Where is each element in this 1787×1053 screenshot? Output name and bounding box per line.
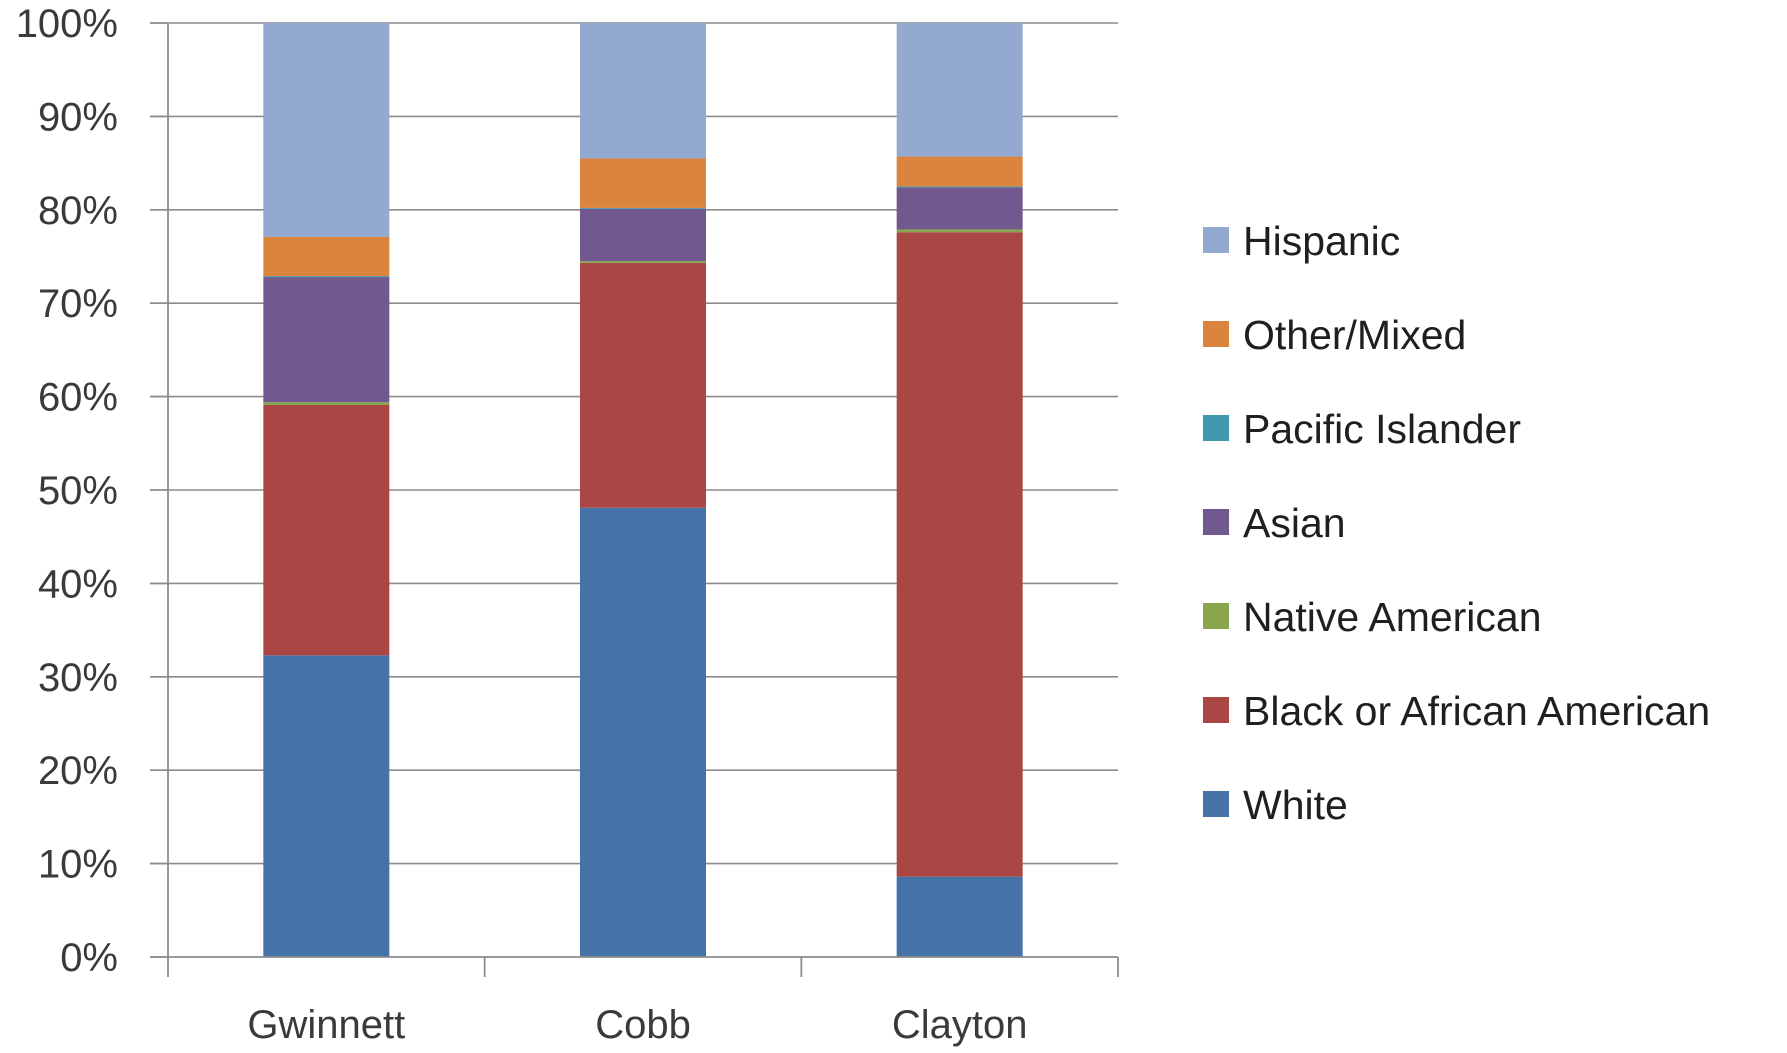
legend-swatch — [1203, 509, 1229, 535]
bar-segment-hispanic-gwinnett — [263, 23, 390, 237]
bar-segment-hispanic-cobb — [580, 23, 706, 159]
legend-swatch — [1203, 227, 1229, 253]
y-tick-label: 50% — [38, 469, 118, 513]
legend-item-asian: Asian — [1203, 500, 1346, 546]
bar-segment-other-mixed-cobb — [580, 158, 706, 208]
legend-label: White — [1243, 782, 1348, 828]
bar-segment-white-clayton — [896, 876, 1023, 957]
x-tick-label: Gwinnett — [247, 1003, 405, 1047]
y-tick-label: 60% — [38, 376, 118, 420]
y-tick-label: 20% — [38, 749, 118, 793]
y-tick-label: 10% — [38, 843, 118, 887]
legend-item-other-mixed: Other/Mixed — [1203, 312, 1466, 358]
legend-label: Asian — [1243, 500, 1346, 546]
x-tick-label: Cobb — [595, 1003, 691, 1047]
bar-segment-white-gwinnett — [263, 655, 390, 957]
legend-label: Hispanic — [1243, 218, 1400, 264]
bar-segment-asian-cobb — [580, 208, 706, 262]
legend-swatch — [1203, 321, 1229, 347]
bar-segment-black-or-african-american-cobb — [580, 263, 706, 508]
legend-label: Native American — [1243, 594, 1542, 640]
x-tick-labels: Gwinnett Cobb Clayton — [247, 1003, 1027, 1047]
bar-segment-pacific-islander-clayton — [896, 186, 1023, 188]
bar-segment-white-cobb — [580, 507, 706, 957]
y-tick-label: 30% — [38, 656, 118, 700]
y-tick-label: 0% — [60, 936, 118, 980]
y-tick-label: 90% — [38, 95, 118, 139]
legend-swatch — [1203, 697, 1229, 723]
y-tick-label: 100% — [16, 2, 118, 46]
bar-segment-black-or-african-american-clayton — [896, 232, 1023, 877]
bar-segment-asian-clayton — [896, 187, 1023, 230]
legend: Hispanic Other/Mixed Pacific Islander Asian… — [1203, 218, 1710, 828]
legend-swatch — [1203, 791, 1229, 817]
bar-segment-asian-gwinnett — [263, 277, 390, 403]
legend-item-black-or-african-american: Black or African American — [1203, 688, 1710, 734]
legend-swatch — [1203, 603, 1229, 629]
legend-label: Other/Mixed — [1243, 312, 1466, 358]
bar-segment-native-american-gwinnett — [263, 402, 390, 406]
legend-item-native-american: Native American — [1203, 594, 1542, 640]
legend-label: Pacific Islander — [1243, 406, 1521, 452]
bar-segment-black-or-african-american-gwinnett — [263, 405, 390, 656]
y-tick-labels: 0% 10% 20% 30% 40% 50% 60% 70% 80% 90% 100% — [16, 2, 118, 980]
y-tick-label: 70% — [38, 282, 118, 326]
legend-label: Black or African American — [1243, 688, 1710, 734]
legend-swatch — [1203, 415, 1229, 441]
bar-segment-native-american-cobb — [580, 261, 706, 264]
bar-segment-pacific-islander-cobb — [580, 207, 706, 209]
axes — [150, 22, 1119, 977]
y-tick-label: 40% — [38, 562, 118, 606]
y-tick-label: 80% — [38, 189, 118, 233]
bar-segment-other-mixed-gwinnett — [263, 236, 390, 277]
legend-item-hispanic: Hispanic — [1203, 218, 1400, 264]
legend-item-white: White — [1203, 782, 1348, 828]
bar-segment-hispanic-clayton — [896, 23, 1023, 157]
bar-segment-other-mixed-clayton — [896, 156, 1023, 187]
legend-item-pacific-islander: Pacific Islander — [1203, 406, 1521, 452]
bars — [263, 23, 1023, 957]
x-tick-label: Clayton — [892, 1003, 1028, 1047]
bar-segment-pacific-islander-gwinnett — [263, 276, 390, 278]
bar-segment-native-american-clayton — [896, 229, 1023, 233]
